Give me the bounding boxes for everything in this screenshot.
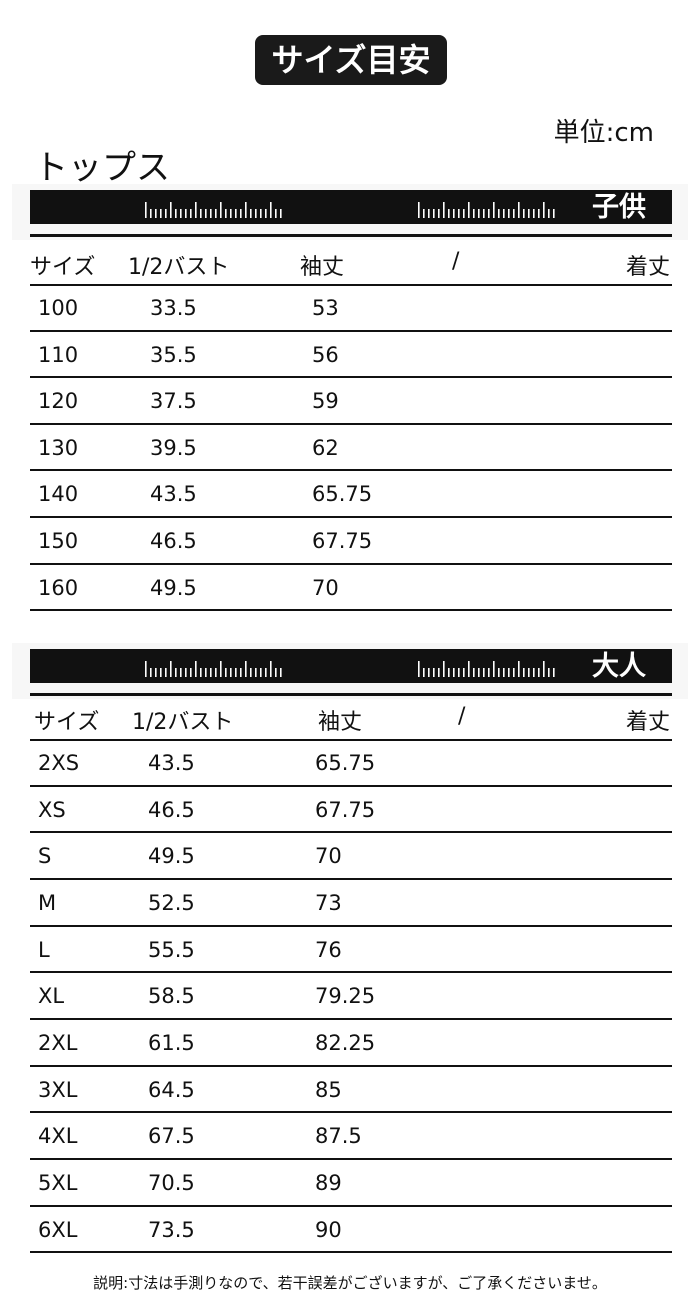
ruler-decoration-icon [418,661,555,677]
row-divider [30,971,672,974]
row-divider [30,609,672,612]
table-cell: 140 [38,482,79,507]
table-cell: 46.5 [150,529,197,553]
table-cell: 53 [312,296,339,320]
table-cell: 87.5 [315,1124,362,1149]
section-banner: 大人 [30,649,672,683]
ruler-decoration-icon [145,661,282,677]
column-header: 1/2バスト [132,710,234,735]
row-divider [30,1251,672,1254]
table-cell: 62 [312,435,339,460]
table-cell: 130 [38,435,79,460]
row-divider [30,422,672,425]
ruler-decoration-icon [145,202,282,218]
table-cell: 110 [38,342,79,367]
row-divider [30,1157,672,1160]
table-cell: 70 [315,844,342,869]
table-cell: 55.5 [148,937,195,962]
table-cell: 3XL [38,1077,78,1102]
section-banner: 子供 [30,190,672,224]
row-divider [30,1064,672,1067]
table-cell: M [38,890,57,915]
column-header: 着丈 [625,710,670,735]
table-cell: 33.5 [150,296,197,320]
table-cell: 49.5 [148,844,195,869]
table-cell: 65.75 [312,482,373,507]
table-cell: 73 [315,890,342,915]
column-header: 着丈 [625,255,670,280]
table-cell: 5XL [38,1170,78,1195]
table-cell: 70 [312,575,339,600]
table-cell: 2XL [38,1030,78,1055]
row-divider [30,516,672,518]
table-cell: 85 [315,1077,342,1102]
row-divider [30,1111,672,1114]
column-header: サイズ [30,255,96,280]
banner-label: 子供 [592,192,646,223]
table-cell: 43.5 [148,751,195,775]
divider [30,284,672,286]
row-divider [30,469,672,472]
table-cell: 82.25 [315,1030,376,1055]
table-cell: S [38,844,52,869]
row-divider [30,877,672,880]
table-cell: 79.25 [315,984,376,1009]
unit-label: 単位:cm [553,118,654,148]
table-cell: 73.5 [148,1217,195,1242]
row-divider [30,1017,672,1020]
section-title: トップス [34,148,170,188]
table-cell: 43.5 [150,482,197,507]
note: 説明:寸法は手測りなので、若干誤差がございますが、ご了承くださいませ。 [93,1274,607,1292]
row-divider [30,562,672,565]
row-divider [30,376,672,379]
table-cell: 49.5 [150,575,197,600]
table-cell: 52.5 [148,890,195,915]
table-cell: 67.5 [148,1124,195,1149]
banner-label: 大人 [592,651,646,682]
column-header: / [458,704,466,729]
table-cell: 35.5 [150,342,197,367]
table-cell: 2XS [38,751,80,775]
row-divider [30,831,672,834]
table-cell: 39.5 [150,435,197,460]
divider [30,739,672,741]
table-cell: 120 [38,389,79,414]
table-cell: XS [38,797,66,822]
row-divider [30,329,672,332]
ruler-decoration-icon [418,202,555,218]
column-header: 袖丈 [300,255,345,280]
table-cell: 160 [38,575,79,600]
column-header: サイズ [34,710,100,735]
column-header: 1/2バスト [128,255,230,280]
table-cell: 90 [315,1217,342,1242]
table-cell: XL [38,984,65,1009]
table-cell: 58.5 [148,984,195,1009]
table-cell: 150 [38,529,79,553]
table-cell: 76 [315,937,342,962]
divider [30,234,672,237]
table-cell: 6XL [38,1217,78,1242]
table-cell: 61.5 [148,1030,195,1055]
table-cell: 70.5 [148,1170,195,1195]
divider [30,693,672,696]
table-cell: 65.75 [315,751,376,775]
column-header: 袖丈 [318,710,363,735]
row-divider [30,924,672,927]
table-cell: 56 [312,342,339,367]
table-cell: L [38,937,50,962]
table-cell: 67.75 [312,529,373,553]
title-badge: サイズ目安 [255,35,447,85]
table-cell: 4XL [38,1124,78,1149]
row-divider [30,1204,672,1207]
table-cell: 89 [315,1170,342,1195]
table-cell: 64.5 [148,1077,195,1102]
row-divider [30,784,672,787]
table-cell: 59 [312,389,339,414]
table-cell: 46.5 [148,797,195,822]
table-cell: 67.75 [315,797,376,822]
table-cell: 100 [38,296,79,320]
column-header: / [452,249,460,274]
table-cell: 37.5 [150,389,197,414]
